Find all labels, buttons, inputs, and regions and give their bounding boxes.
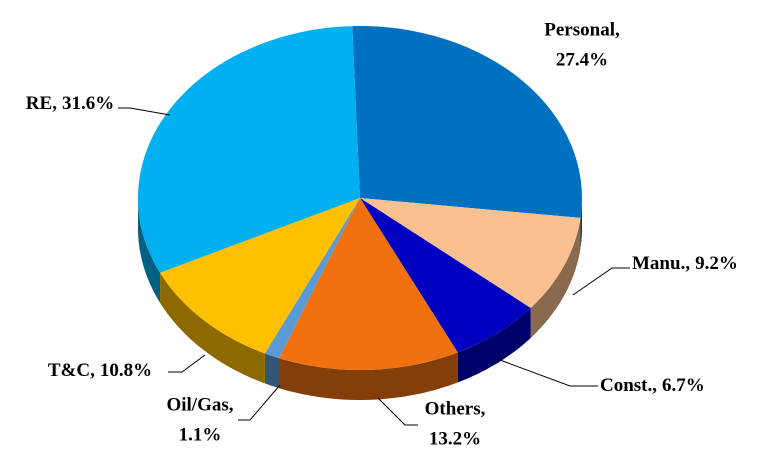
data-label-group: RE, 31.6% <box>26 93 114 114</box>
slice <box>352 26 582 218</box>
data-label-name: Others, <box>425 398 486 419</box>
data-label-name: T&C, <box>48 360 95 381</box>
data-label-name: Manu., <box>632 253 690 274</box>
data-label: 27.4% <box>556 49 608 70</box>
slice-side <box>160 272 265 384</box>
slice <box>138 26 360 273</box>
data-label-group: Manu., 9.2% <box>632 253 738 274</box>
data-label-name: RE, <box>26 93 57 114</box>
data-label-group: T&C, 10.8% <box>48 360 152 381</box>
leader-line <box>499 359 598 387</box>
slice-side <box>264 353 279 389</box>
slice-side <box>278 352 458 400</box>
data-label: 6.7% <box>662 375 705 396</box>
leader-line <box>168 354 206 373</box>
data-label-name: Personal, <box>544 19 620 40</box>
slice <box>160 198 360 354</box>
leader-line <box>238 384 281 421</box>
data-label-group: Const., 6.7% <box>600 375 705 396</box>
slice-side <box>530 217 581 339</box>
slice <box>360 198 581 309</box>
data-label: 13.2% <box>429 428 481 449</box>
data-label-name: Oil/Gas, <box>166 394 233 415</box>
leader-line <box>118 107 171 116</box>
leader-line <box>572 267 630 296</box>
slice <box>360 198 531 353</box>
leader-line <box>377 397 418 426</box>
data-label: 31.6% <box>62 93 114 114</box>
data-label: 1.1% <box>179 424 222 445</box>
slice-side <box>138 198 161 303</box>
slice-side <box>580 198 582 248</box>
slice-side <box>457 308 531 383</box>
slice <box>278 198 458 370</box>
data-label: 10.8% <box>100 360 152 381</box>
data-label: 9.2% <box>695 253 738 274</box>
slice <box>264 198 360 359</box>
data-label-name: Const., <box>600 375 657 396</box>
